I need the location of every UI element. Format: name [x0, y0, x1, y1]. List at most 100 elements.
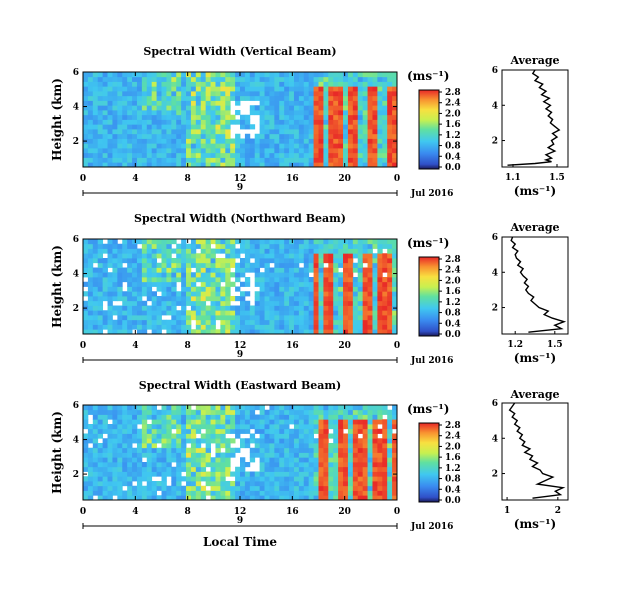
heatmap-cell [176, 457, 182, 463]
heatmap-cell [269, 419, 275, 425]
heatmap-cell [357, 324, 364, 330]
heatmap-cell [141, 143, 148, 149]
heatmap-cell [284, 414, 290, 420]
heatmap-cell [269, 462, 275, 468]
heatmap-cell [269, 253, 275, 259]
heatmap-cell [195, 81, 202, 87]
heatmap-cell [392, 152, 398, 158]
heatmap-cell [289, 124, 295, 130]
heatmap-cell [279, 162, 285, 168]
heatmap-cell [230, 428, 236, 434]
heatmap-cell [289, 419, 295, 425]
heatmap-cell [235, 405, 241, 411]
colorbar [418, 422, 440, 503]
heatmap-cell [210, 319, 216, 325]
heatmap-cell [225, 86, 231, 92]
heatmap-cell [181, 495, 187, 501]
heatmap-cell [200, 239, 207, 245]
heatmap-cell [357, 248, 364, 254]
x-tick-label: 4 [132, 341, 138, 351]
heatmap-cell [117, 162, 123, 168]
heatmap-cell [313, 119, 319, 125]
heatmap-cell [205, 258, 211, 264]
heatmap-cell [328, 296, 334, 302]
heatmap-cell [333, 81, 339, 87]
heatmap-cell [318, 329, 324, 335]
heatmap-cell [387, 419, 393, 425]
heatmap-cell [333, 495, 339, 501]
heatmap-cell [279, 152, 285, 158]
profile-line [510, 236, 567, 333]
heatmap-cell [112, 462, 118, 468]
heatmap-cell [333, 405, 339, 411]
profile-x-tick-label: 1 [504, 506, 510, 516]
heatmap-cell [181, 86, 187, 92]
heatmap-cell [127, 152, 133, 158]
heatmap-cell [352, 481, 359, 487]
heatmap-cell [264, 277, 270, 283]
heatmap-cell [136, 329, 143, 335]
heatmap-cell [220, 324, 226, 330]
heatmap-cell [382, 305, 388, 311]
heatmap-cell [210, 438, 216, 444]
heatmap-cell [289, 129, 295, 135]
heatmap-cell [293, 133, 300, 139]
heatmap-cell [225, 124, 231, 130]
heatmap-cell [338, 86, 344, 92]
heatmap-cell [343, 452, 349, 458]
heatmap-cell [323, 414, 329, 420]
heatmap-cell [107, 72, 113, 78]
heatmap-cell [97, 329, 104, 335]
heatmap-cell [328, 262, 334, 268]
heatmap-cell [112, 419, 118, 425]
heatmap-cell [215, 495, 221, 501]
heatmap-cell [308, 447, 314, 453]
heatmap-cell [303, 152, 310, 158]
heatmap-cell [377, 248, 383, 254]
heatmap-cell [127, 162, 133, 168]
heatmap-cell [171, 495, 177, 501]
heatmap-cell [176, 414, 182, 420]
y-tick-label: 6 [73, 68, 79, 78]
heatmap-cell [215, 291, 221, 297]
heatmap-cell [372, 152, 378, 158]
heatmap-cell [176, 405, 182, 411]
heatmap-cell [132, 129, 138, 135]
heatmap-cell [308, 239, 314, 245]
heatmap-cell [392, 495, 398, 501]
heatmap-cell [382, 86, 388, 92]
heatmap-cell [127, 124, 133, 130]
heatmap-cell [328, 281, 334, 287]
heatmap-cell [328, 471, 334, 477]
heatmap-cell [205, 310, 211, 316]
heatmap-cell [156, 119, 162, 125]
heatmap-cell [244, 258, 251, 264]
heatmap-cell [328, 152, 334, 158]
heatmap-cell [220, 438, 226, 444]
heatmap-cell [190, 143, 197, 149]
heatmap-cell [318, 138, 324, 144]
heatmap-cell [205, 76, 211, 82]
heatmap-cell [289, 310, 295, 316]
heatmap-cell [293, 124, 300, 130]
heatmap-cell [102, 81, 108, 87]
heatmap-cell [343, 105, 349, 111]
heatmap-cell [230, 485, 236, 491]
heatmap-cell [318, 428, 324, 434]
heatmap-cell [244, 157, 251, 163]
heatmap-cell [171, 76, 177, 82]
heatmap-cell [303, 243, 310, 249]
heatmap-cell [382, 281, 388, 287]
heatmap-cell [279, 272, 285, 278]
heatmap-cell [102, 133, 108, 139]
heatmap-cell [254, 95, 261, 101]
heatmap-cell [293, 414, 300, 420]
heatmap-cell [132, 248, 138, 254]
heatmap-cell [176, 262, 182, 268]
heatmap-cell [215, 124, 221, 130]
heatmap-cell [308, 485, 314, 491]
heatmap-cell [347, 476, 354, 482]
colorbar-tick-label: 2.0 [445, 109, 461, 119]
heatmap-cell [235, 272, 241, 278]
heatmap-cell [83, 114, 89, 120]
